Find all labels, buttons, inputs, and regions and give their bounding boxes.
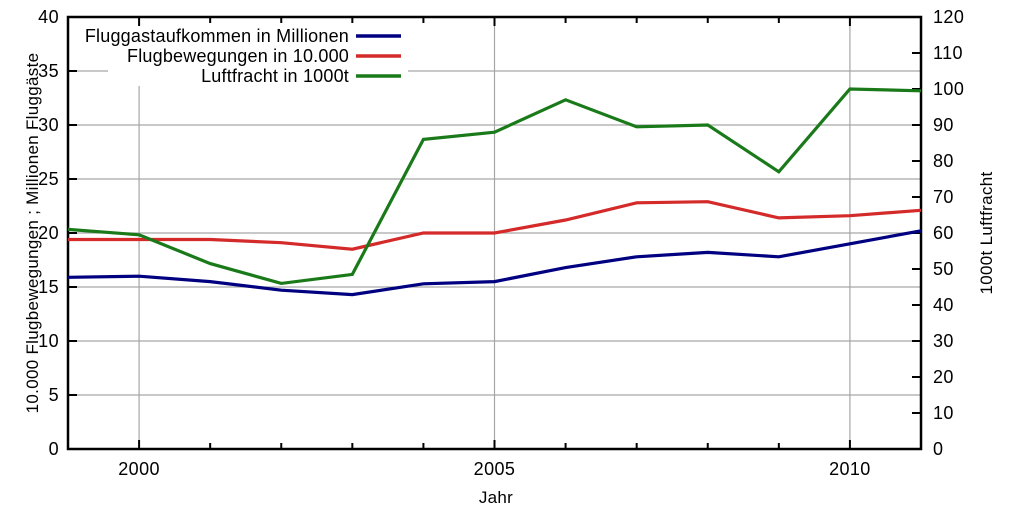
- y-tick-label-right: 20: [933, 367, 954, 387]
- y-tick-label-left: 35: [38, 61, 59, 81]
- series-line-0: [67, 229, 922, 297]
- y-tick-label-right: 30: [933, 331, 954, 351]
- y-axis-label-right: 1000t Luftfracht: [977, 172, 996, 295]
- y-tick-label-right: 10: [933, 403, 954, 423]
- y-tick-label-left: 0: [49, 439, 59, 459]
- y-tick-label-left: 15: [38, 277, 59, 297]
- x-tick-label: 2000: [118, 459, 160, 479]
- y-tick-label-left: 25: [38, 169, 59, 189]
- legend-label-0: Fluggastaufkommen in Millionen: [85, 26, 349, 46]
- y-tick-label-right: 60: [933, 223, 954, 243]
- y-tick-label-right: 70: [933, 187, 954, 207]
- y-tick-label-right: 80: [933, 151, 954, 171]
- y-tick-label-left: 40: [38, 7, 59, 27]
- y-tick-label-left: 30: [38, 115, 59, 135]
- y-tick-label-left: 20: [38, 223, 59, 243]
- y-tick-label-right: 110: [933, 43, 963, 63]
- y-tick-label-right: 0: [933, 439, 943, 459]
- y-tick-label-right: 120: [933, 7, 964, 27]
- x-tick-label: 2010: [829, 459, 871, 479]
- y-tick-label-left: 5: [49, 385, 59, 405]
- y-tick-label-right: 90: [933, 115, 954, 135]
- series-line-1: [68, 200, 922, 251]
- y-tick-label-left: 10: [38, 331, 59, 351]
- y-tick-label-right: 50: [933, 259, 954, 279]
- legend-label-2: Luftfracht in 1000t: [201, 66, 349, 86]
- legend-label-1: Flugbewegungen in 10.000: [127, 46, 349, 66]
- y-axis-label-left: 10.000 Flugbewegungen ; Millionen Fluggä…: [23, 53, 42, 414]
- y-tick-label-right: 40: [933, 295, 954, 315]
- x-tick-label: 2005: [474, 459, 516, 479]
- x-axis-label: Jahr: [479, 488, 513, 507]
- y-tick-label-right: 100: [933, 79, 964, 99]
- series-line-2: [67, 87, 922, 286]
